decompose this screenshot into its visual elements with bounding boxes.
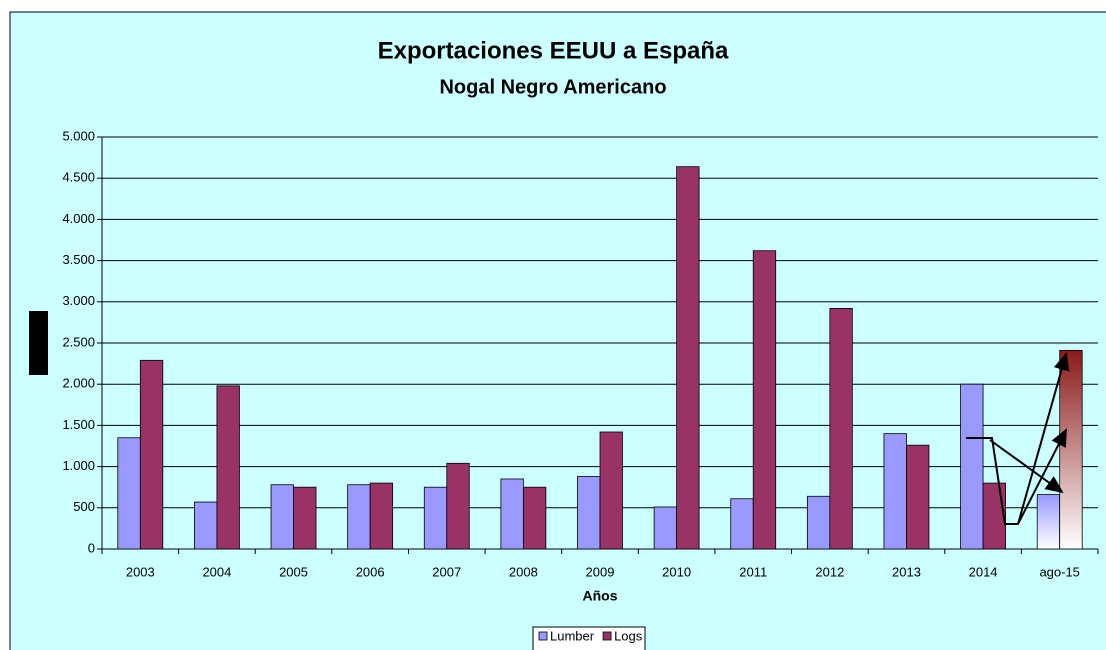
bar: [752, 250, 777, 550]
bar: [730, 498, 754, 550]
x-tick-label: 2004: [202, 564, 231, 579]
legend-box: [532, 626, 646, 650]
bar: [906, 444, 930, 550]
bar: [369, 482, 394, 550]
bar: [216, 385, 240, 550]
bar: [982, 482, 1006, 550]
bar: [599, 431, 623, 550]
x-tick-label: 2007: [432, 564, 461, 579]
bar: [1036, 494, 1061, 550]
y-tick-label: 1.500: [62, 417, 95, 432]
bar: [117, 437, 141, 550]
x-axis-title: Años: [583, 588, 618, 604]
y-tick-label: 4.500: [62, 170, 95, 185]
bar: [676, 166, 700, 550]
chart-background: [9, 11, 1106, 650]
legend-label: Lumber: [550, 628, 595, 643]
annotation-arrow: [966, 428, 1067, 525]
bar: [960, 383, 984, 550]
y-tick-label: 4.000: [62, 211, 95, 226]
bar: [500, 478, 524, 550]
y-tick-label: 2.500: [62, 334, 95, 349]
bar: [139, 359, 164, 550]
y-tick-label: 3.000: [62, 293, 95, 308]
bar: [423, 486, 448, 550]
y-tick-label: 2.000: [62, 376, 95, 391]
annotation-arrow: [1017, 352, 1070, 525]
legend-swatch: [538, 631, 548, 641]
bar: [446, 462, 470, 550]
bar: [347, 484, 371, 550]
x-tick-label: 2011: [739, 564, 767, 579]
y-tick-label: 0: [88, 540, 95, 555]
y-tick-label: 500: [73, 499, 95, 514]
annotation-arrow: [989, 439, 1064, 494]
legend-swatch: [602, 631, 612, 641]
bar: [883, 433, 907, 550]
x-tick-label: 2003: [126, 564, 155, 579]
x-tick-label: ago-15: [1039, 564, 1079, 579]
bar: [653, 506, 678, 550]
legend-label: Logs: [614, 628, 643, 643]
bar: [194, 501, 218, 550]
y-tick-label: 1.000: [62, 458, 95, 473]
x-tick-label: 2013: [892, 564, 921, 579]
bar: [1059, 350, 1083, 550]
bar: [577, 476, 601, 550]
x-tick-label: 2008: [509, 564, 538, 579]
x-tick-label: 2009: [586, 564, 615, 579]
bar: [806, 495, 831, 550]
chart-subtitle: Nogal Negro Americano: [439, 76, 666, 98]
y-tick-label: 3.500: [62, 252, 95, 267]
x-tick-label: 2012: [815, 564, 844, 579]
bar: [270, 484, 294, 550]
x-tick-label: 2005: [279, 564, 308, 579]
bar: [293, 486, 317, 550]
chart-title: Exportaciones EEUU a España: [378, 37, 729, 64]
legend: Lumber Logs: [532, 626, 646, 650]
bar: [829, 307, 853, 550]
bar: [522, 486, 547, 550]
redacted-axis-title: [29, 311, 48, 375]
x-tick-label: 2006: [356, 564, 385, 579]
x-tick-label: 2014: [969, 564, 998, 579]
x-tick-label: 2010: [662, 564, 691, 579]
y-tick-label: 5.000: [62, 128, 95, 143]
